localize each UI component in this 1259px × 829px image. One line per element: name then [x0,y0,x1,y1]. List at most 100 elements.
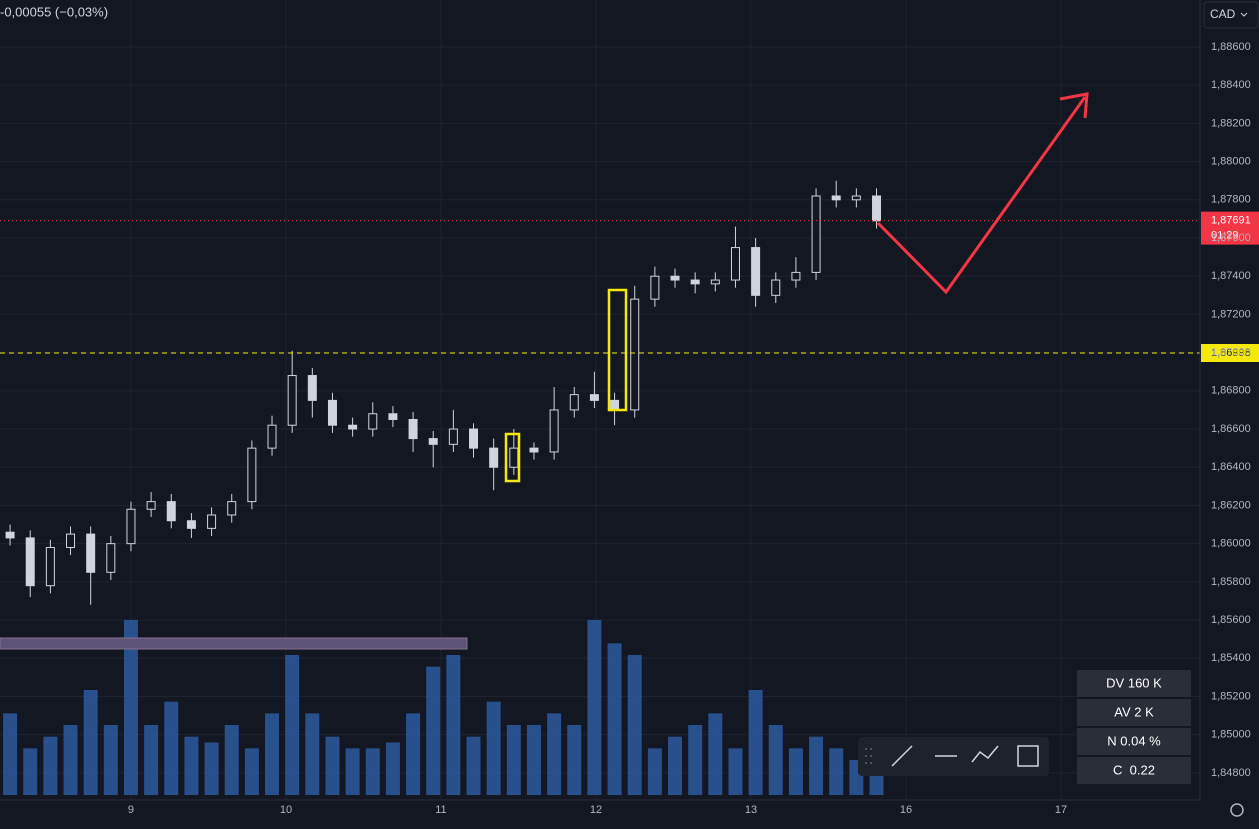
trend-line-tool[interactable] [891,745,913,767]
volume-bar [728,748,743,795]
volume-bar [526,725,541,795]
rectangle-tool[interactable] [1017,745,1039,767]
candle-body [66,533,76,548]
candle-body [5,531,15,539]
currency-button[interactable] [1203,1,1259,29]
candle-body [45,546,55,587]
last-price-bg [1201,211,1259,245]
candle-body [831,195,841,201]
x-tick-label: 11 [435,804,446,816]
stat-label: DV 160 K [1106,675,1162,690]
x-tick-label: 13 [745,804,757,816]
candle-body [569,394,579,411]
volume-bar [43,736,58,795]
volume-bar [466,736,481,795]
drawing-toolbar [858,737,1049,776]
y-tick-label: 1,86200 [1211,499,1251,511]
candle-body [247,447,257,503]
volume-bar [688,725,703,795]
y-tick-label: 1,88600 [1211,41,1251,53]
candle-body [287,375,297,426]
y-tick-label: 1,85000 [1211,729,1251,741]
candle-body [529,447,539,453]
candle-body [630,298,640,411]
volume-bar [265,713,280,795]
candle-body [408,418,418,440]
forecast-arrow [876,92,1089,295]
y-tick-label: 1,87800 [1211,194,1251,206]
y-tick-label: 1,86400 [1211,461,1251,473]
volume-bar [587,620,602,795]
volume-bar [365,748,380,795]
x-tick-label: 17 [1055,804,1067,816]
volume-bar [506,725,521,795]
y-tick-label: 1,88000 [1211,156,1251,168]
volume-bar [547,713,562,795]
y-tick-label: 1,88400 [1211,79,1251,91]
volume-bar [708,713,723,795]
candle-body [851,195,861,201]
volume-bar [809,736,824,795]
price-change: -0,00055 (−0,03%) [0,4,108,19]
candle-body [710,279,720,285]
level-label: 1,86998 [1211,347,1251,359]
stat-cell [1077,670,1191,697]
y-tick-label: 1,88200 [1211,117,1251,129]
candle-body [730,247,740,281]
settings-icon[interactable] [1230,803,1244,817]
candle-body [428,438,438,445]
volume-bar [768,725,783,795]
candle-body [368,413,378,430]
candle-body [872,195,882,222]
volume-bar [184,736,199,795]
volume-bar [23,748,38,795]
volume-bar [285,655,300,795]
candle-body [771,279,781,296]
dropdown-icon[interactable] [1240,12,1248,17]
currency[interactable]: CAD [1210,7,1236,21]
stat-label: AV 2 K [1114,704,1154,719]
candle-body [86,533,96,573]
candle-body [469,428,479,449]
volume-bar [426,666,441,795]
y-tick-label: 1,84800 [1211,767,1251,779]
y-tick-label: 1,87200 [1211,308,1251,320]
volume-bar [748,690,763,795]
volume-bar [567,725,582,795]
volume-bar [103,725,118,795]
path-tool[interactable] [971,745,999,763]
volume-bar [144,725,159,795]
volume-bar [668,736,683,795]
candle-body [207,514,217,529]
drag-handle[interactable] [865,748,872,764]
stat-cell [1077,699,1191,726]
volume-bar [486,701,501,795]
x-tick-label: 16 [900,804,912,816]
candle-body [267,424,277,449]
candle-body [751,247,761,296]
stat-label: N 0.04 % [1107,733,1161,748]
stat-label: C 0.22 [1113,762,1155,777]
volume-bar [164,701,179,795]
y-tick-label: 1,85400 [1211,652,1251,664]
volume-bar [204,742,219,795]
volume-bar [446,655,461,795]
volume-bar [224,725,239,795]
volume-bar [406,713,421,795]
y-tick-label: 1,86000 [1211,538,1251,550]
y-tick-label: 1,85200 [1211,690,1251,702]
x-tick-label: 12 [590,804,602,816]
candle-body [227,501,237,516]
volume-bar [345,748,360,795]
candle-body [489,447,499,468]
candle-body [610,399,620,411]
candle-body [327,399,337,426]
volume-bar [829,748,844,795]
y-tick-label: 1,86600 [1211,423,1251,435]
candle-body [448,428,458,445]
volume-bar [607,643,622,795]
volume-bar [325,736,340,795]
candle-body [670,275,680,281]
volume-bar [305,713,320,795]
candle-body [589,394,599,401]
